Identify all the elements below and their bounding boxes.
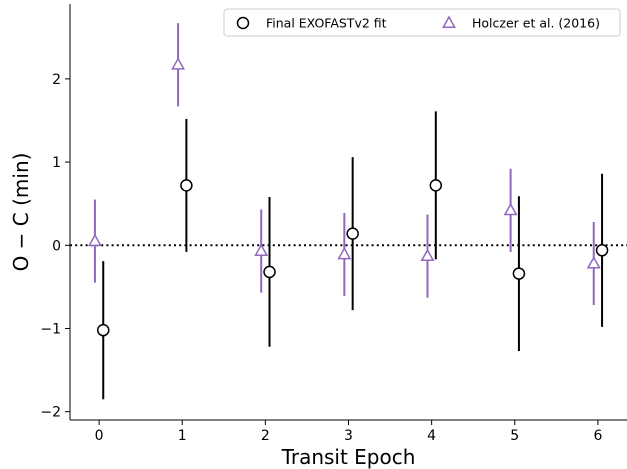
x-tick-label: 5	[510, 428, 519, 444]
holczer-data-point	[337, 246, 352, 260]
y-axis-label: O − C (min)	[9, 153, 33, 272]
exofast-data-point	[429, 179, 443, 192]
exofast-data-point	[97, 323, 110, 337]
holczer-data-point	[171, 57, 186, 70]
y-tick-label: −2	[40, 405, 61, 421]
x-tick-label: 1	[178, 428, 187, 444]
holczer-data-point	[586, 256, 601, 269]
y-tick-label: 1	[52, 155, 61, 171]
x-axis-label: Transit Epoch	[281, 445, 416, 469]
holczer-data-point	[503, 202, 518, 216]
exofast-data-point	[346, 227, 359, 240]
x-tick-label: 0	[95, 428, 104, 444]
exofast-data-point	[263, 265, 276, 279]
holczer-legend-marker	[442, 15, 456, 28]
legend-frame	[223, 8, 621, 37]
exofast-data-point	[180, 179, 193, 192]
x-tick-label: 2	[261, 428, 270, 444]
y-tick-label: 0	[52, 238, 61, 254]
y-tick-label: −1	[40, 321, 61, 337]
exofast-data-point	[595, 244, 609, 257]
exofast-legend-marker	[236, 16, 250, 30]
axes: 0 1 2 3 4 5 6 −2 −1 0 1 2	[40, 4, 627, 444]
chart-marks	[70, 23, 627, 400]
holczer-legend-label: Holczer et al. (2016)	[472, 16, 600, 31]
y-tick-label: 2	[52, 72, 61, 88]
holczer-data-point	[254, 243, 269, 257]
holczer-data-point	[420, 248, 435, 262]
x-tick-label: 6	[593, 428, 602, 444]
holczer-data-point	[87, 233, 102, 247]
legend: Final EXOFASTv2 fit Holczer et al. (2016)	[223, 8, 621, 37]
exofast-data-point	[512, 267, 526, 280]
x-tick-label: 4	[427, 428, 436, 444]
x-tick-label: 3	[344, 428, 353, 444]
exofast-legend-label: Final EXOFASTv2 fit	[266, 16, 387, 31]
